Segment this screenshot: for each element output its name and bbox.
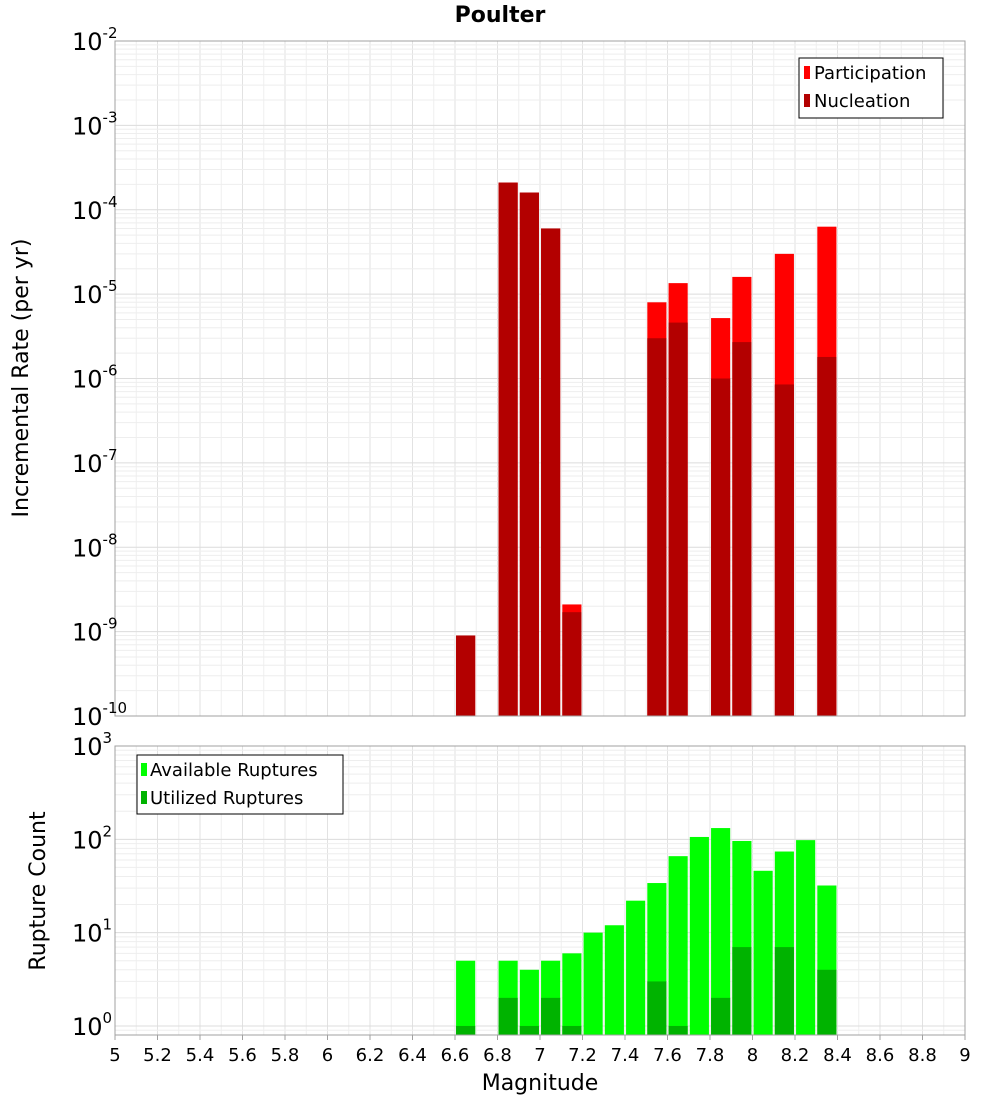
count-y-tick-label: 102 (72, 822, 112, 854)
rate-plot-frame (114, 40, 966, 717)
count-y-tick-label: 100 (72, 1009, 112, 1041)
x-tick-label: 8.2 (781, 1045, 810, 1066)
rate-bar-nucleation (562, 612, 582, 716)
count-bar-available-ruptures (753, 870, 773, 1035)
legend-label-participation: Participation (814, 63, 926, 84)
count-bar-available-ruptures (711, 828, 731, 1035)
legend-label-utilized: Utilized Ruptures (150, 788, 303, 809)
x-tick-label: 9 (959, 1045, 970, 1066)
count-panel: 100 101 102 103 5 5.2 5.4 5.6 5.8 6 6.2 6.4 6.6 6.8 7… (26, 729, 971, 1096)
count-bar-available-ruptures (519, 969, 539, 1035)
count-bar-utilized-ruptures (817, 969, 837, 1035)
rate-y-tick-label: 10-9 (72, 615, 118, 647)
rate-y-tick-label: 10-10 (72, 699, 127, 731)
count-bar-utilized-ruptures (774, 947, 794, 1035)
count-bar-utilized-ruptures (519, 1025, 539, 1035)
count-bar-available-ruptures (456, 960, 476, 1035)
count-bar-utilized-ruptures (498, 997, 518, 1035)
count-y-tick-label: 103 (72, 729, 112, 761)
rate-grid (114, 40, 966, 717)
count-bar-utilized-ruptures (456, 1025, 476, 1035)
count-bar-utilized-ruptures (562, 1025, 582, 1035)
rate-bar-nucleation (711, 378, 731, 716)
count-y-ticks: 100 101 102 103 (72, 729, 112, 1041)
rate-y-tick-label: 10-2 (72, 24, 118, 56)
legend-label-nucleation: Nucleation (814, 91, 910, 112)
x-tick-label: 5.8 (271, 1045, 300, 1066)
x-tick-label: 7 (534, 1045, 545, 1066)
rate-bar-nucleation (519, 192, 539, 717)
legend-swatch-nucleation (804, 94, 810, 107)
count-bar-available-ruptures (562, 953, 582, 1035)
rate-y-tick-label: 10-6 (72, 362, 118, 394)
legend-label-available: Available Ruptures (150, 760, 318, 781)
rate-bar-nucleation (647, 338, 667, 716)
count-bar-available-ruptures (689, 836, 709, 1035)
x-tick-label: 8.6 (866, 1045, 895, 1066)
legend-swatch-utilized (141, 791, 147, 804)
x-tick-label: 7.2 (568, 1045, 597, 1066)
count-legend: Available Ruptures Utilized Ruptures (136, 754, 344, 815)
x-tick-label: 6.4 (398, 1045, 427, 1066)
rate-legend-box (798, 57, 944, 119)
x-tick-label: 6.8 (483, 1045, 512, 1066)
rate-panel: 10-10 10-9 10-8 10-7 10-6 10-5 10-4 10-3 10-2 In… (9, 24, 966, 731)
rate-y-tick-label: 10-3 (72, 108, 118, 140)
count-y-tick-label: 101 (72, 916, 112, 948)
rate-bar-nucleation (817, 356, 837, 716)
count-bar-utilized-ruptures (732, 947, 752, 1035)
x-tick-label: 5.6 (228, 1045, 257, 1066)
count-bar-utilized-ruptures (647, 981, 667, 1035)
count-y-axis-label: Rupture Count (26, 811, 51, 971)
count-bar-available-ruptures (626, 900, 646, 1035)
count-bar-available-ruptures (604, 925, 624, 1035)
rate-y-tick-label: 10-5 (72, 277, 118, 309)
rate-bar-nucleation (498, 182, 518, 716)
rate-legend: Participation Nucleation (798, 57, 944, 119)
rate-y-tick-label: 10-4 (72, 193, 118, 225)
count-bar-available-ruptures (583, 932, 603, 1035)
x-tick-label: 6 (322, 1045, 333, 1066)
x-tick-label: 8.8 (908, 1045, 937, 1066)
x-tick-label: 7.8 (696, 1045, 725, 1066)
x-tick-label: 7.6 (653, 1045, 682, 1066)
x-tick-label: 5.2 (143, 1045, 172, 1066)
rate-bar-nucleation (774, 384, 794, 716)
x-axis-label: Magnitude (482, 1071, 599, 1096)
x-tick-label: 6.6 (441, 1045, 470, 1066)
legend-swatch-available (141, 763, 147, 776)
x-ticks: 5 5.2 5.4 5.6 5.8 6 6.2 6.4 6.6 6.8 7 7.2 7.4 7.6 7.8 8… (109, 1035, 971, 1066)
x-tick-label: 8.4 (823, 1045, 852, 1066)
chart-title: Poulter (455, 3, 546, 28)
rate-y-tick-label: 10-8 (72, 530, 118, 562)
rate-bars (456, 182, 837, 717)
count-bars (456, 828, 837, 1035)
count-bar-available-ruptures (668, 856, 688, 1035)
count-bar-utilized-ruptures (541, 997, 561, 1035)
count-bar-available-ruptures (796, 840, 816, 1035)
rate-bar-nucleation (456, 635, 476, 716)
legend-swatch-participation (804, 66, 810, 79)
rate-y-tick-label: 10-7 (72, 446, 118, 478)
x-tick-label: 6.2 (356, 1045, 385, 1066)
rate-bar-nucleation (732, 342, 752, 716)
rate-y-axis-label: Incremental Rate (per yr) (9, 239, 34, 518)
count-legend-box (136, 754, 344, 815)
x-tick-label: 7.4 (611, 1045, 640, 1066)
count-bar-utilized-ruptures (668, 1025, 688, 1035)
x-tick-label: 5 (109, 1045, 120, 1066)
rate-y-ticks: 10-10 10-9 10-8 10-7 10-6 10-5 10-4 10-3 10-2 (72, 24, 127, 731)
rate-bar-nucleation (541, 228, 561, 716)
count-bar-utilized-ruptures (711, 997, 731, 1035)
rate-bar-nucleation (668, 322, 688, 716)
x-tick-label: 8 (747, 1045, 758, 1066)
x-tick-label: 5.4 (186, 1045, 215, 1066)
